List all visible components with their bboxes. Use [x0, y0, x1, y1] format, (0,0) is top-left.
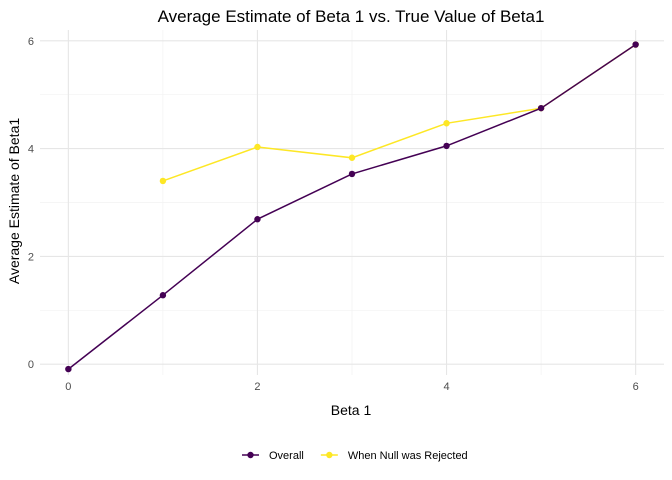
data-point [159, 292, 167, 299]
x-axis-label: Beta 1 [331, 402, 372, 418]
data-point [159, 177, 167, 185]
data-point [348, 154, 356, 161]
series-when-null-was-rejected [159, 41, 639, 185]
chart-title: Average Estimate of Beta 1 vs. True Valu… [158, 7, 545, 26]
x-tick-label: 2 [254, 381, 260, 393]
y-tick-label: 0 [28, 359, 34, 371]
data-point [632, 41, 639, 48]
data-point [254, 143, 261, 151]
legend-label: Overall [269, 450, 304, 462]
legend-item-overall: Overall [242, 450, 304, 462]
axis-ticks: 0 2 4 6 0 2 4 6 [28, 36, 639, 393]
data-point [443, 142, 450, 150]
legend-key-point [326, 451, 333, 459]
data-point [443, 120, 450, 127]
y-tick-label: 4 [28, 144, 34, 156]
data-point [537, 104, 545, 112]
x-tick-label: 6 [633, 381, 639, 393]
x-tick-label: 0 [65, 381, 71, 393]
data-point [348, 170, 356, 178]
legend-item-when-null-was-rejected: When Null was Rejected [320, 450, 468, 462]
plot-grid [40, 30, 664, 375]
legend-key-point [247, 451, 254, 459]
plot-series [65, 41, 639, 373]
series-overall [65, 41, 639, 373]
data-point [254, 216, 261, 223]
y-tick-label: 6 [28, 36, 34, 48]
y-axis-label: Average Estimate of Beta1 [6, 118, 22, 284]
y-tick-label: 2 [28, 251, 34, 263]
legend: Overall When Null was Rejected [242, 450, 468, 462]
data-point [65, 365, 72, 373]
legend-label: When Null was Rejected [348, 450, 468, 462]
x-tick-label: 4 [443, 381, 449, 393]
